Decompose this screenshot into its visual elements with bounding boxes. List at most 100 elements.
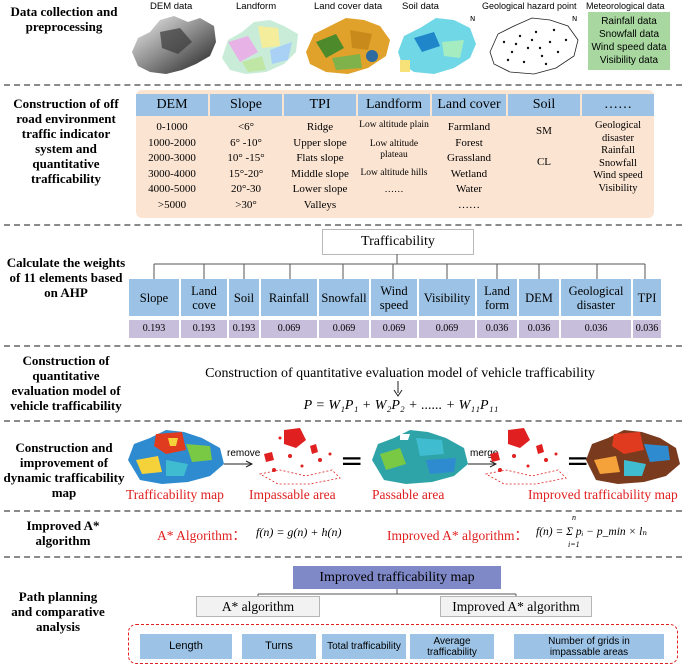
ahp-weight-slope: 0.193 [129,320,179,338]
ahp-element-landcove: Land cove [181,279,227,316]
separator [4,345,682,347]
dem-map-image [132,16,216,74]
sum-lower-limit: i=1 [568,540,580,549]
ahp-element-slope: Slope [129,279,179,316]
improved-trafficability-map-image [586,430,680,484]
indicator-header-soil: Soil [508,94,580,116]
indicator-value: …… [458,198,480,211]
indicator-value: Low altitude hills [360,167,428,178]
merge-label: merge [470,448,499,459]
improved-map-box: Improved trafficability map [293,566,501,589]
indicator-values-tpi: Ridge Upper slope Flats slope Middle slo… [284,118,356,218]
indicator-value: Low altitude plateau [369,138,419,161]
indicator-value: CL [536,156,552,168]
ahp-root-box: Trafficability [322,229,474,255]
ahp-weight-windspeed: 0.069 [371,320,417,338]
indicator-values-slope: <6° 6° -10° 10° -15° 15°-20° 20°-30 >30° [210,118,282,218]
indicator-values-landcover: Farmland Forest Grassland Wetland Water … [432,118,506,218]
metric-length: Length [140,634,232,659]
indicator-value: Wind speed [593,170,643,181]
astar-label: A* Algorithm： [157,528,246,543]
map-caption-impassable: Impassable area [249,487,336,502]
separator [4,556,682,558]
dem-data-label: DEM data [150,1,193,12]
metric-impassable-grids: Number of grids in impassable areas [514,634,664,659]
indicator-value: 10° -15° [227,152,265,164]
ahp-weight-landcove: 0.193 [181,320,227,338]
model-formula: P = W₁P₁ + W₂P₂ + ...... + W₁₁P₁₁ [303,398,499,413]
remove-label: remove [227,448,261,459]
indicator-values-landform: Low altitude plain Low altitude plateau … [358,118,430,218]
indicator-value: Middle slope [291,167,349,180]
stage-label-2: Construction of off road environment tra… [13,96,119,186]
astar-branch-box: A* algorithm [196,596,320,617]
soil-map-image: N [398,15,476,74]
ahp-element-soil: Soil [229,279,259,316]
indicator-value: Forest [455,136,483,149]
stage-label-3: Calculate the weights of 11 elements bas… [6,255,126,300]
met-item-windspeed: Wind speed data [591,42,667,53]
metric-total-trafficability: Total trafficability [322,634,406,659]
met-label: Meteorological data [586,1,665,11]
model-title: Construction of quantitative evaluation … [205,366,595,381]
ahp-element-snowfall: Snowfall [319,279,369,316]
ahp-weight-rainfall: 0.069 [261,320,317,338]
passable-area-image [372,430,468,484]
improved-astar-label: Improved A* algorithm： [387,528,528,543]
landcover-label: Land cover data [314,1,383,12]
indicator-header-slope: Slope [210,94,282,116]
map-caption-trafficability: Trafficability map [126,487,224,502]
astar-formula: f(n) = g(n) + h(n) [256,525,342,539]
ahp-weight-snowfall: 0.069 [319,320,369,338]
svg-text:N: N [572,15,577,23]
indicator-header-more: …… [582,94,654,116]
indicator-value: Upper slope [293,136,347,149]
indicator-value: Grassland [447,152,491,164]
landform-label: Landform [236,1,277,12]
ahp-element-landform: Land form [477,279,517,316]
indicator-value: 6° -10° [230,136,262,149]
ahp-weight-geological-disaster: 0.036 [561,320,631,338]
sum-upper-limit: n [572,513,576,522]
right-arrow-icon [224,460,254,468]
stage-label-7: Path planning and comparative analysis [11,589,105,634]
indicator-value: 1000-2000 [148,136,196,149]
indicator-value: 4000-5000 [148,183,196,195]
indicator-value: …… [384,185,404,195]
indicator-value: >5000 [157,198,187,211]
improved-astar-formula: f(n) = Σ pᵢ − p_min × lₙ [536,526,648,538]
indicator-value: Water [456,183,482,195]
ahp-element-tpi: TPI [633,279,661,316]
ahp-weight-landform: 0.036 [477,320,517,338]
impassable-area-image [484,428,567,485]
indicator-values-more: Geological disaster Rainfall Snowfall Wi… [582,118,654,218]
separator [4,84,682,86]
met-item-rainfall: Rainfall data [601,16,657,27]
ahp-element-visibility: Visibility [419,279,475,316]
ahp-weight-tpi: 0.036 [633,320,661,338]
stage-label-4: Construction of quantitative evaluation … [10,353,122,413]
ahp-element-dem: DEM [519,279,559,316]
down-arrow-icon [393,381,403,397]
indicator-value: 0-1000 [156,121,188,133]
equals-sign: = [340,444,364,477]
indicator-value: Visibility [598,182,638,194]
indicator-value: 15°-20° [228,167,264,180]
ahp-element-rainfall: Rainfall [261,279,317,316]
map-caption-improved: Improved trafficability map [528,487,678,502]
indicator-value: 20°-30 [230,183,262,195]
ahp-weight-dem: 0.036 [519,320,559,338]
stage-label-6: Improved A* algorithm [26,518,100,548]
indicator-values-dem: 0-1000 1000-2000 2000-3000 3000-4000 400… [136,118,208,218]
separator [4,224,682,226]
indicator-value: <6° [237,121,255,133]
meteorological-data-box: Rainfall data Snowfall data Wind speed d… [588,12,670,70]
stage-label-5: Construction and improvement of dynamic … [3,440,125,500]
separator [4,510,682,512]
met-item-visibility: Visibility data [599,55,659,66]
indicator-value: >30° [235,198,257,211]
metric-average-trafficability: Average trafficability [410,634,494,659]
svg-text:N: N [470,15,475,23]
landform-map-image [222,20,298,74]
impassable-area-image [258,428,341,485]
